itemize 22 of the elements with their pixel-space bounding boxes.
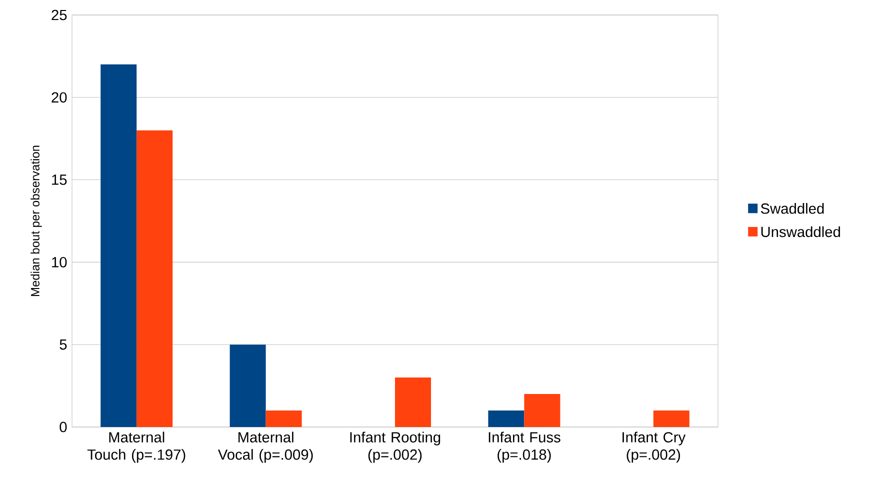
bar	[524, 394, 560, 427]
x-tick-label: Maternal Vocal (p=.009)	[218, 432, 313, 463]
y-tick-label: 10	[52, 257, 67, 268]
bar	[395, 378, 431, 427]
bar	[488, 410, 524, 427]
x-tick-label: Infant Fuss (p=.018)	[488, 432, 560, 463]
y-tick-label: 25	[52, 10, 67, 20]
legend-label: Unswaddled	[761, 226, 840, 238]
bar	[653, 410, 690, 427]
x-tick-label: Infant Rooting (p=.002)	[350, 432, 440, 463]
legend-label: Swaddled	[760, 203, 824, 214]
x-tick-label: Infant Cry (p=.002)	[622, 432, 686, 463]
bar	[136, 130, 173, 427]
bar	[230, 344, 266, 427]
y-tick-label: 15	[52, 174, 67, 185]
bar	[266, 410, 302, 427]
y-axis-title: Median bout per observation	[30, 146, 42, 296]
bar	[100, 64, 137, 427]
y-tick-label: 5	[60, 339, 67, 350]
y-tick-label: 20	[52, 92, 67, 103]
x-tick-label: Maternal Touch (p=.197)	[87, 432, 186, 463]
y-tick-label: 0	[60, 422, 67, 432]
